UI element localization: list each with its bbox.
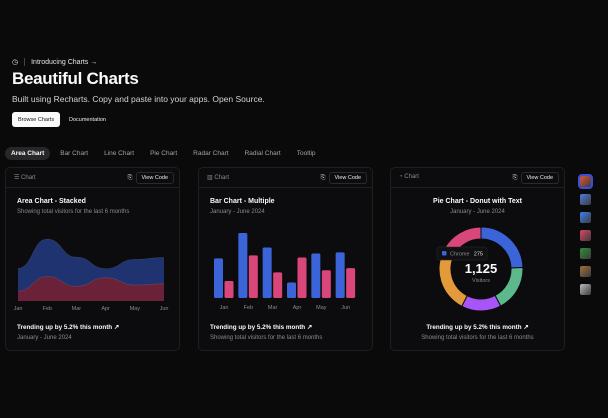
intro-link[interactable]: ◷ Introducing Charts → [12, 58, 97, 66]
x-tick-label: Jun [160, 306, 169, 312]
x-tick-label: Mar [72, 306, 82, 312]
card-label: ▥ Chart [207, 175, 230, 181]
chart-tabs: Area Chart Bar Chart Line Chart Pie Chart Ra… [5, 147, 322, 160]
theme-swatch[interactable] [580, 230, 591, 241]
x-tick-label: May [316, 305, 327, 311]
bar [335, 252, 345, 298]
trend-text: Trending up by 5.2% this month ↗ [17, 324, 120, 331]
card-description: January - June 2024 [210, 209, 265, 215]
bar [238, 233, 248, 298]
documentation-button[interactable]: Documentation [69, 116, 106, 123]
x-tick-label: Jan [220, 305, 229, 311]
view-code-button[interactable]: View Code [135, 172, 174, 184]
tooltip-label: Chrome [450, 252, 470, 258]
area-series [18, 276, 164, 301]
area-series-line [17, 276, 165, 292]
tooltip [436, 246, 488, 261]
pie-chart-card: ◔ Chart ⎘ View Code Pie Chart - Donut with… [390, 167, 565, 351]
bar [273, 272, 283, 298]
pie-slice [494, 267, 524, 307]
pie-slice [461, 294, 502, 312]
bar [248, 255, 258, 298]
bar-chart: Jan Feb Mar Apr May Jun [214, 233, 356, 311]
trending-up-icon: ↗ [306, 324, 313, 331]
card-label: ☰ Chart [14, 175, 36, 181]
tab-tooltip[interactable]: Tooltip [296, 150, 316, 157]
x-tick-label: Jan [14, 306, 23, 312]
tab-line-chart[interactable]: Line Chart [104, 150, 135, 157]
theme-swatch[interactable] [580, 212, 591, 223]
footer-text: Showing total visitors for the last 6 mo… [210, 335, 323, 341]
donut-chart: 1,125 Visitors Chrome 275 [436, 226, 524, 312]
tab-area-chart[interactable]: Area Chart [5, 147, 51, 160]
card-title: Area Chart - Stacked [17, 198, 86, 205]
bar [311, 253, 321, 298]
x-tick-label: Apr [101, 306, 110, 312]
copy-icon[interactable]: ⎘ [127, 175, 133, 181]
area-chart: Jan Feb Mar Apr May Jun [14, 238, 169, 312]
footer-text: January - June 2024 [17, 335, 72, 341]
theme-swatch[interactable] [578, 174, 593, 189]
x-tick-label: Feb [42, 306, 51, 312]
view-code-button[interactable]: View Code [520, 172, 559, 184]
bar [214, 258, 223, 298]
trend-text: Trending up by 5.2% this month ↗ [210, 324, 313, 331]
theme-swatch[interactable] [580, 248, 591, 259]
copy-icon[interactable]: ⎘ [320, 175, 326, 181]
tooltip-swatch [442, 251, 447, 256]
area-series-line [17, 238, 165, 270]
total-value: 1,125 [465, 261, 498, 276]
browse-charts-button[interactable]: Browse Charts [12, 112, 61, 127]
card-description: January - June 2024 [450, 209, 505, 215]
divider [24, 58, 26, 66]
footer-text: Showing total visitors for the last 6 mo… [421, 335, 534, 341]
intro-text: Introducing Charts → [31, 58, 98, 66]
bar [346, 268, 356, 298]
x-tick-label: May [130, 306, 141, 312]
tab-pie-chart[interactable]: Pie Chart [150, 150, 178, 157]
bar [287, 282, 296, 298]
area-chart-card: ☰ Chart ⎘ View Code Area Chart - Stacked S… [5, 167, 180, 351]
copy-icon[interactable]: ⎘ [512, 175, 518, 181]
chart-icon: ◷ [12, 59, 19, 66]
card-description: Showing total visitors for the last 6 mo… [17, 209, 130, 215]
card-title: Bar Chart - Multiple [210, 198, 275, 205]
page-title: Beautiful Charts [12, 69, 139, 88]
theme-swatch[interactable] [580, 284, 591, 295]
card-title: Pie Chart - Donut with Text [433, 198, 522, 205]
bar [297, 257, 307, 298]
trending-up-icon: ↗ [113, 324, 120, 331]
trending-up-icon: ↗ [523, 324, 529, 331]
bar [224, 280, 234, 298]
x-tick-label: Jun [341, 305, 350, 311]
theme-swatch[interactable] [580, 194, 591, 205]
tab-radar-chart[interactable]: Radar Chart [193, 150, 229, 157]
x-tick-label: Mar [268, 305, 278, 311]
bar-chart-card: ▥ Chart ⎘ View Code Bar Chart - Multiple J… [198, 167, 373, 351]
theme-swatch[interactable] [580, 266, 591, 277]
bar [262, 247, 272, 298]
tab-bar-chart[interactable]: Bar Chart [60, 150, 89, 157]
x-tick-label: Apr [293, 305, 302, 311]
card-label: ◔ Chart [399, 174, 419, 180]
view-code-button[interactable]: View Code [328, 172, 367, 184]
tab-radial-chart[interactable]: Radial Chart [244, 150, 281, 157]
page-subtitle: Built using Recharts. Copy and paste int… [12, 94, 265, 104]
total-label: Visitors [472, 278, 490, 284]
tooltip-value: 275 [474, 252, 483, 258]
bar [321, 270, 331, 298]
x-tick-label: Feb [244, 305, 253, 311]
trend-text: Trending up by 5.2% this month ↗ [426, 324, 529, 331]
